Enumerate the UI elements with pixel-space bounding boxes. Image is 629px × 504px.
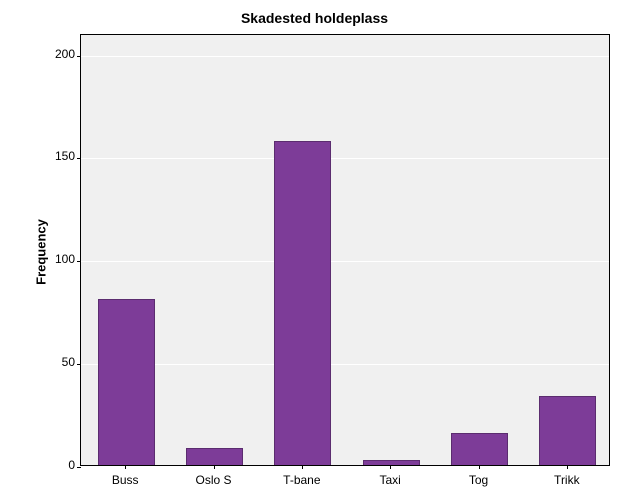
bar: [363, 460, 420, 465]
x-tick-label: Tog: [469, 473, 488, 487]
y-tick-label: 50: [62, 355, 75, 369]
grid-line: [81, 467, 609, 468]
y-tick-label: 0: [68, 458, 75, 472]
grid-line: [81, 261, 609, 262]
grid-line: [81, 56, 609, 57]
y-tick-label: 150: [55, 149, 75, 163]
x-tick-mark: [390, 465, 391, 469]
grid-line: [81, 364, 609, 365]
y-tick-mark: [77, 158, 81, 159]
y-tick-mark: [77, 261, 81, 262]
y-tick-mark: [77, 56, 81, 57]
y-axis-label: Frequency: [33, 219, 48, 285]
plot-area: 050100150200BussOslo ST-baneTaxiTogTrikk: [80, 34, 610, 466]
chart-title: Skadested holdeplass: [0, 10, 629, 26]
bar: [451, 433, 508, 465]
bar: [186, 448, 243, 465]
x-tick-label: Taxi: [379, 473, 400, 487]
grid-line: [81, 158, 609, 159]
x-tick-mark: [302, 465, 303, 469]
bar: [539, 396, 596, 465]
chart-container: Skadested holdeplass Frequency 050100150…: [0, 0, 629, 504]
y-tick-label: 100: [55, 252, 75, 266]
x-tick-mark: [567, 465, 568, 469]
x-tick-mark: [214, 465, 215, 469]
x-tick-label: Trikk: [554, 473, 580, 487]
x-tick-label: Buss: [112, 473, 139, 487]
x-tick-mark: [479, 465, 480, 469]
y-tick-mark: [77, 467, 81, 468]
y-tick-mark: [77, 364, 81, 365]
x-tick-mark: [125, 465, 126, 469]
bar: [98, 299, 155, 465]
bar: [274, 141, 331, 465]
x-tick-label: Oslo S: [195, 473, 231, 487]
y-tick-label: 200: [55, 47, 75, 61]
x-tick-label: T-bane: [283, 473, 320, 487]
